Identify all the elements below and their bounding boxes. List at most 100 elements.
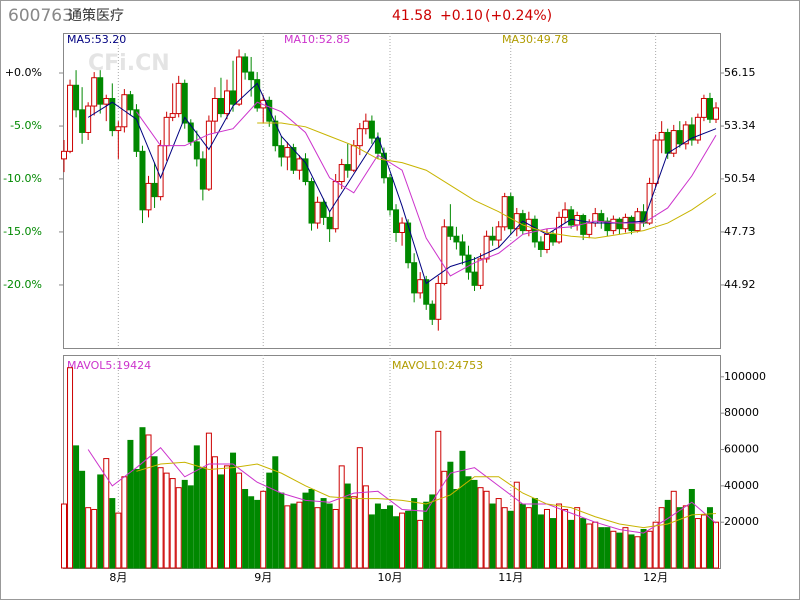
volume-bar: [525, 507, 532, 569]
pct-tick-label: -5.0%: [10, 119, 42, 132]
volume-bar: [628, 534, 635, 569]
candle-body: [598, 213, 605, 222]
volume-bar: [483, 490, 490, 569]
volume-bar: [193, 445, 200, 569]
volume-bar: [556, 503, 563, 569]
volume-bar: [688, 488, 695, 569]
volume-bar: [513, 481, 520, 569]
candle-body: [447, 226, 454, 237]
candle-body: [676, 130, 683, 145]
candle-body: [290, 147, 297, 171]
volume-bar: [127, 439, 134, 569]
candle-body: [205, 120, 212, 190]
candle-body: [501, 196, 508, 228]
volume-bar: [151, 456, 158, 569]
volume-bar: [477, 487, 484, 569]
ma-line: [257, 122, 717, 239]
candle-body: [604, 220, 611, 232]
volume-bar: [344, 483, 351, 569]
candle-body: [67, 84, 74, 152]
candle-body: [115, 126, 122, 132]
volume-bar: [700, 514, 707, 569]
candle-body: [423, 279, 430, 305]
candle-body: [362, 120, 369, 130]
candle-body: [700, 97, 707, 118]
volume-bar: [550, 518, 556, 569]
volume-bar: [175, 487, 182, 569]
volume-bar: [374, 503, 381, 569]
volume-bar: [278, 492, 285, 569]
volume-bar: [97, 474, 104, 569]
candle-body: [531, 218, 538, 243]
candle-body: [694, 116, 701, 141]
volume-bar: [121, 476, 128, 569]
candle-body: [302, 158, 309, 183]
candle-body: [73, 84, 80, 111]
candle-body: [91, 77, 98, 107]
volume-bar: [598, 527, 605, 569]
candle-body: [211, 97, 218, 122]
volume-bar: [501, 507, 508, 569]
candle-body: [181, 82, 188, 124]
volume-bar: [260, 490, 267, 569]
candle-body: [230, 90, 237, 105]
volume-bar: [187, 485, 194, 569]
vol-legend: MAVOL10:24753: [392, 359, 483, 372]
candle-body: [199, 158, 206, 190]
volume-bar: [181, 479, 188, 569]
volume-bar: [139, 427, 146, 569]
volume-bar: [399, 512, 406, 569]
volume-bar: [205, 432, 212, 569]
volume-bar: [604, 527, 611, 569]
candle-body: [308, 181, 315, 224]
volume-bar: [676, 507, 683, 569]
candle-body: [417, 279, 424, 294]
volume-bar: [73, 445, 80, 569]
watermark: CFi.CN: [88, 51, 170, 76]
candle-body: [79, 109, 86, 133]
price-panel: [63, 33, 721, 349]
y-tick-label: 50.54: [724, 172, 756, 185]
volume-bar: [169, 478, 176, 569]
volume-bar: [658, 507, 665, 569]
volume-bar: [163, 472, 170, 569]
candle-body: [441, 226, 448, 284]
volume-bar: [236, 472, 243, 569]
candle-body: [272, 120, 279, 147]
volume-bar: [103, 458, 110, 569]
volume-bar: [568, 519, 575, 569]
volume-bar: [350, 496, 357, 569]
candle-body: [85, 105, 92, 133]
volume-bar: [145, 434, 152, 569]
candle-body: [489, 235, 496, 241]
volume-bar: [67, 367, 74, 569]
candle-body: [453, 235, 460, 243]
candle-body: [543, 233, 550, 250]
volume-bar: [109, 498, 116, 569]
candle-body: [236, 56, 243, 105]
volume-bar: [459, 450, 466, 569]
candle-body: [706, 97, 713, 120]
volume-bar: [610, 530, 617, 569]
candle-body: [411, 262, 418, 294]
volume-bar: [616, 532, 623, 569]
candle-body: [610, 218, 617, 232]
candle-body: [320, 201, 327, 218]
candle-body: [556, 216, 563, 243]
price: 41.58: [392, 8, 432, 24]
ma-legend: MA5:53.20: [67, 33, 126, 46]
candle-body: [399, 222, 406, 233]
candle-body: [435, 282, 442, 320]
vol-tick-label: 60000: [724, 443, 759, 456]
volume-bar: [133, 468, 140, 569]
pct-tick-label: -10.0%: [3, 172, 42, 185]
month-label: 11月: [498, 571, 523, 584]
volume-bar: [326, 503, 333, 569]
pct-tick-label: -15.0%: [3, 225, 42, 238]
candle-body: [350, 145, 357, 171]
volume-bar: [302, 492, 309, 569]
ma-legend: MA30:49.78: [502, 33, 568, 46]
volume-bar: [706, 507, 713, 569]
candle-body: [338, 164, 345, 183]
volume-bar: [634, 536, 641, 569]
